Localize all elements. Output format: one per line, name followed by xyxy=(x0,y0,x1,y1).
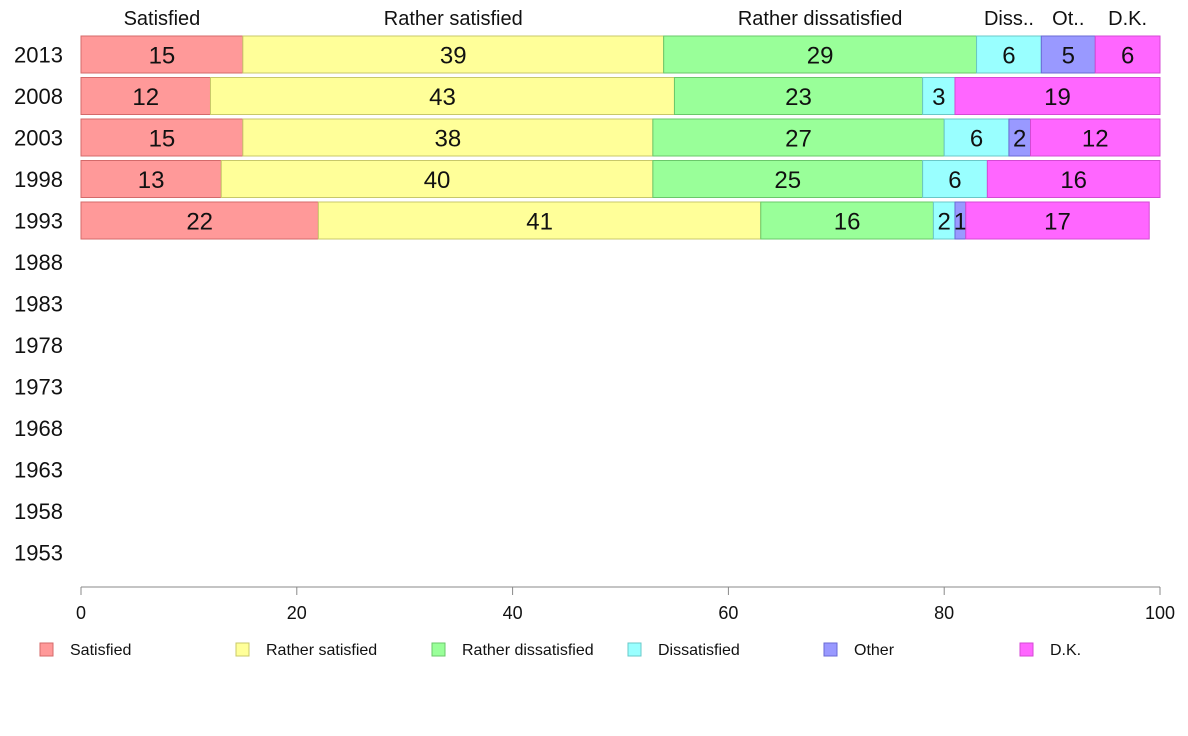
bar-segment xyxy=(1040,35,1096,74)
year-label: 1958 xyxy=(14,499,63,524)
bar-segment xyxy=(663,35,978,74)
column-header: Satisfied xyxy=(124,8,201,30)
bar-segment xyxy=(1030,118,1161,157)
x-tick-label: 0 xyxy=(76,603,86,623)
legend-swatch xyxy=(235,642,250,657)
legend-label: Rather satisfied xyxy=(266,642,377,659)
data-label: 15 xyxy=(149,126,176,153)
data-label: 19 xyxy=(1044,84,1071,111)
legend: Satisfied Rather satisfied Rather dissatis… xyxy=(39,642,1081,659)
data-label: 15 xyxy=(149,43,176,70)
data-label: 27 xyxy=(785,126,812,153)
data-label: 3 xyxy=(932,84,945,111)
legend-swatch xyxy=(1019,642,1034,657)
bar-segment xyxy=(965,201,1150,240)
data-label: 29 xyxy=(807,43,834,70)
bar-segment xyxy=(209,77,675,115)
data-label: 13 xyxy=(138,167,165,194)
data-label: 6 xyxy=(948,167,961,194)
year-label: 1973 xyxy=(14,375,63,400)
year-label: 1998 xyxy=(14,167,63,192)
bar-segment xyxy=(220,160,654,198)
data-label: 5 xyxy=(1062,43,1075,70)
data-label: 16 xyxy=(834,209,861,236)
bar-segment xyxy=(652,118,945,157)
column-header: Rather dissatisfied xyxy=(738,8,903,30)
data-label: 41 xyxy=(526,209,553,236)
bar-segment xyxy=(80,35,244,74)
x-tick-label: 60 xyxy=(718,603,738,623)
legend-swatch xyxy=(627,642,642,657)
data-label: 39 xyxy=(440,43,467,70)
bar-segment xyxy=(80,160,222,198)
data-label: 23 xyxy=(785,84,812,111)
bar-segment xyxy=(1094,35,1161,74)
x-tick-label: 40 xyxy=(503,603,523,623)
bar-segment xyxy=(80,77,211,115)
column-headers: Satisfied Rather satisfied Rather dissatis… xyxy=(124,8,1148,30)
year-label: 1968 xyxy=(14,416,63,441)
bar-segment xyxy=(80,201,319,240)
year-label: 1988 xyxy=(14,250,63,275)
bar-segment xyxy=(986,160,1161,198)
legend-label: Satisfied xyxy=(70,642,131,659)
data-label: 12 xyxy=(1082,126,1109,153)
data-label: 6 xyxy=(1002,43,1015,70)
year-label: 1983 xyxy=(14,292,63,317)
data-label: 22 xyxy=(186,209,213,236)
data-label: 2 xyxy=(1013,126,1026,153)
data-label: 25 xyxy=(774,167,801,194)
data-label: 1 xyxy=(954,209,967,236)
legend-swatch xyxy=(39,642,54,657)
data-label: 40 xyxy=(424,167,451,194)
data-label: 16 xyxy=(1060,167,1087,194)
year-label: 1978 xyxy=(14,333,63,358)
data-label: 17 xyxy=(1044,209,1071,236)
legend-label: Other xyxy=(854,642,895,659)
bar-segment xyxy=(652,160,924,198)
data-label: 43 xyxy=(429,84,456,111)
bar-segment xyxy=(760,201,934,240)
year-label: 2003 xyxy=(14,126,63,151)
data-label: 38 xyxy=(435,126,462,153)
legend-swatch xyxy=(823,642,838,657)
legend-swatch xyxy=(431,642,446,657)
legend-label: Dissatisfied xyxy=(658,642,740,659)
column-header: Diss.. xyxy=(984,8,1034,30)
bar-segment xyxy=(673,77,924,115)
year-label: 1993 xyxy=(14,209,63,234)
bar-segment xyxy=(317,201,762,240)
x-tick-label: 80 xyxy=(934,603,954,623)
legend-label: D.K. xyxy=(1050,642,1081,659)
bar-segment xyxy=(80,118,244,157)
year-label: 1953 xyxy=(14,541,63,566)
year-label: 2008 xyxy=(14,84,63,109)
data-label: 2 xyxy=(938,209,951,236)
legend-label: Rather dissatisfied xyxy=(462,642,594,659)
data-label: 6 xyxy=(1121,43,1134,70)
bar-segment xyxy=(954,77,1161,115)
x-axis: 0 20 40 60 80 100 xyxy=(76,586,1175,623)
year-label: 1963 xyxy=(14,458,63,483)
x-tick-label: 100 xyxy=(1145,603,1175,623)
column-header: Rather satisfied xyxy=(384,8,523,30)
year-labels: 2013 2008 2003 1998 1993 1988 1983 1978 1973 1968… xyxy=(14,43,63,566)
bar-segment xyxy=(242,35,665,74)
x-tick-label: 20 xyxy=(287,603,307,623)
column-header: Ot.. xyxy=(1052,8,1084,30)
data-label: 12 xyxy=(132,84,159,111)
data-label: 6 xyxy=(970,126,983,153)
bar-segment xyxy=(242,118,654,157)
year-label: 2013 xyxy=(14,43,63,68)
bar-segment xyxy=(922,77,956,115)
column-header: D.K. xyxy=(1108,8,1147,30)
